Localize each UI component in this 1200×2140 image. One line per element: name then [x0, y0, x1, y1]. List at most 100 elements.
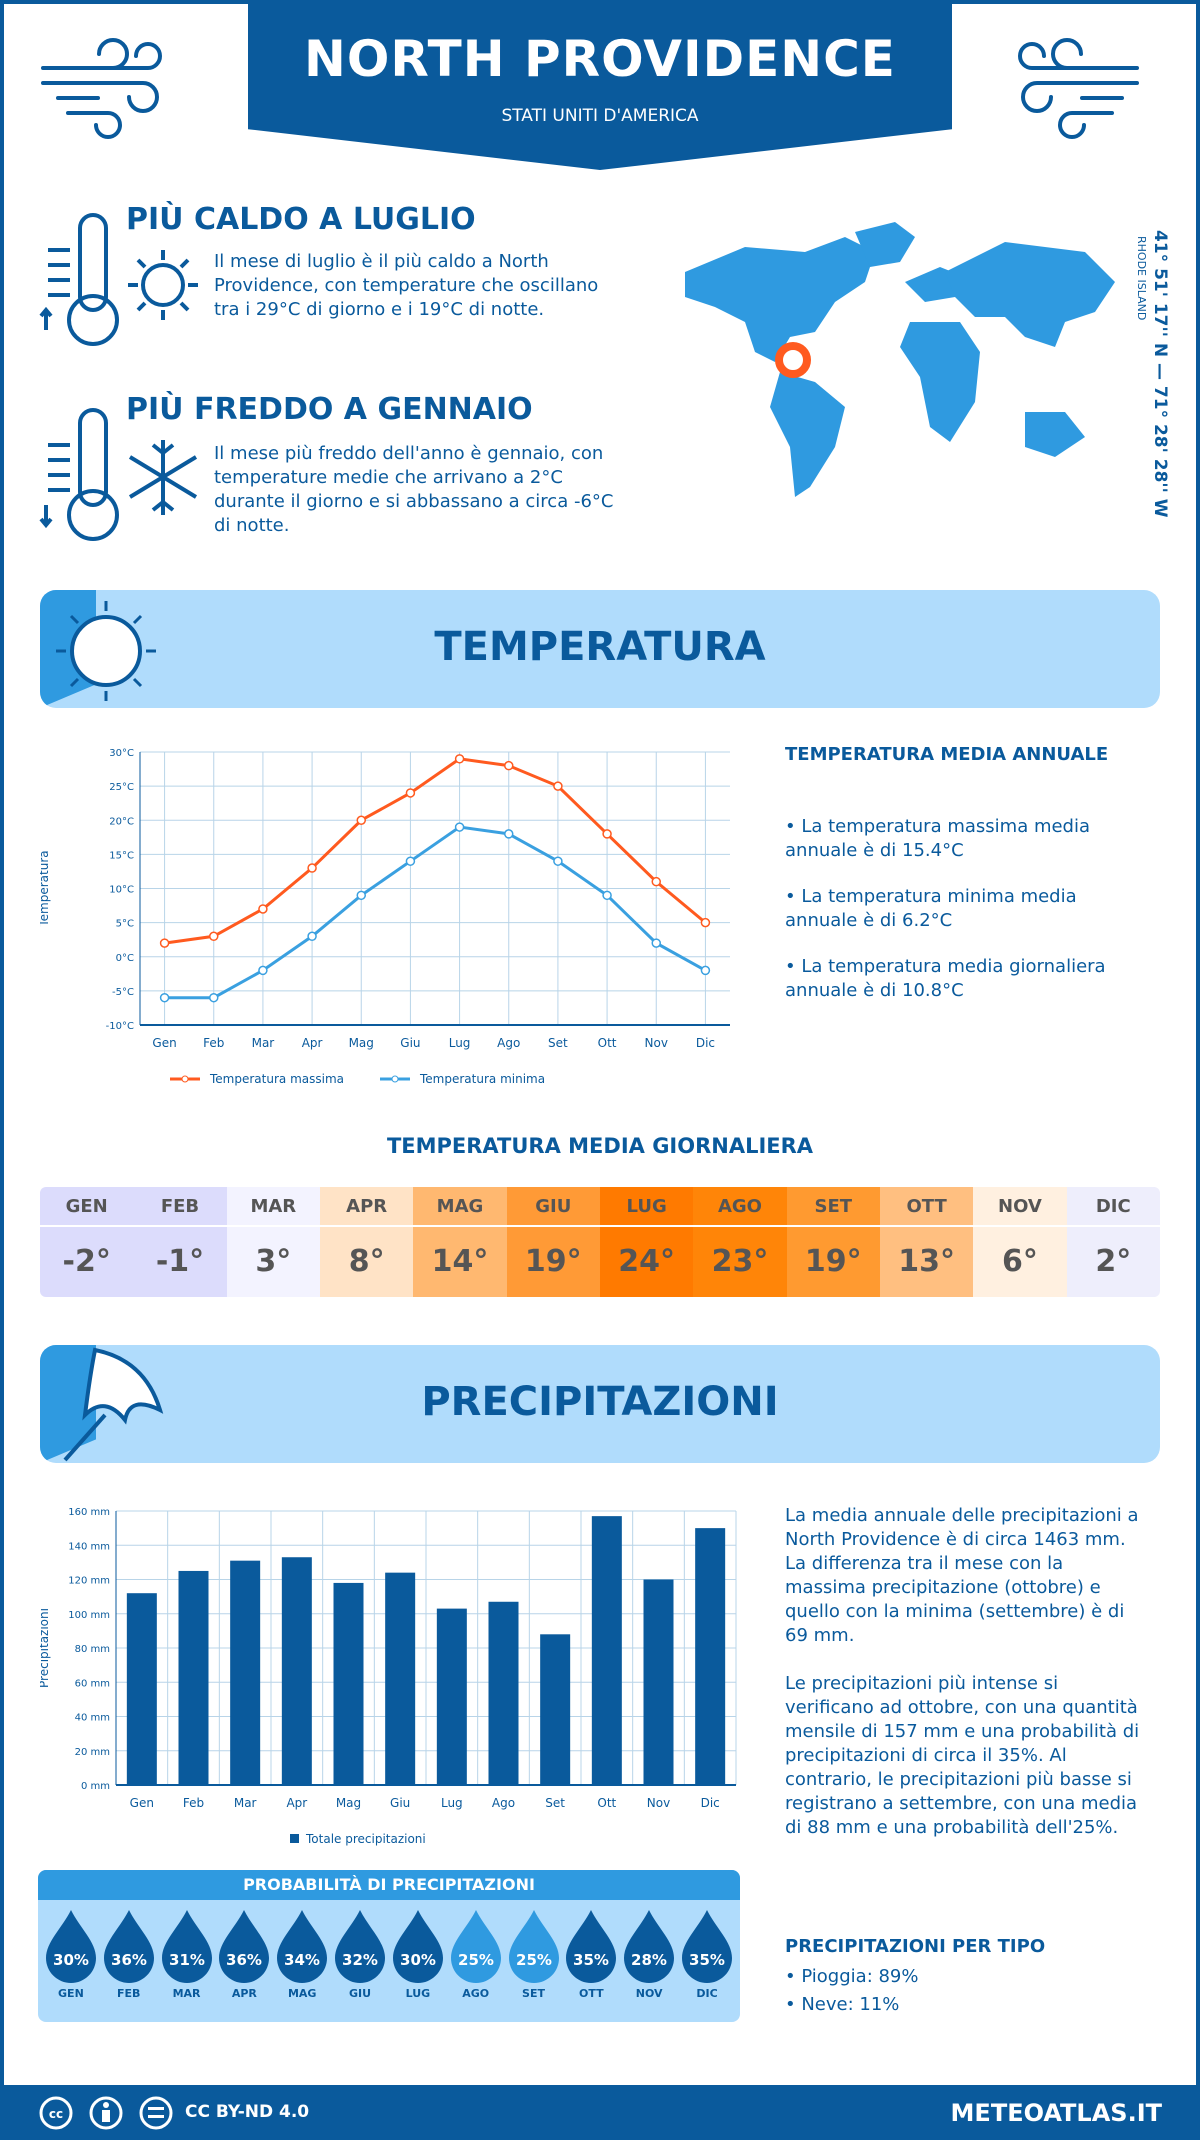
month-label: GIU — [349, 1987, 372, 2000]
coords-text: 41° 51' 17'' N — 71° 28' 28'' W — [1150, 230, 1170, 518]
bar — [591, 1516, 622, 1785]
data-point — [504, 760, 514, 771]
license-text: CC BY-ND 4.0 — [185, 2102, 310, 2122]
world-map — [685, 222, 1115, 497]
bar — [695, 1528, 726, 1785]
data-point — [209, 931, 219, 942]
daily-cell: FEB -1° — [133, 1187, 227, 1297]
month-temp: -2° — [62, 1244, 111, 1279]
y-tick-label: 160 mm — [68, 1507, 110, 1518]
temperature-title: TEMPERATURA — [434, 624, 766, 670]
month-label: APR — [319, 1187, 414, 1227]
daily-cell: GIU 19° — [506, 1187, 600, 1297]
month-label: MAR — [172, 1987, 201, 2000]
month-label: NOV — [635, 1987, 663, 2000]
summary-avg: • La temperatura media giornaliera annua… — [785, 956, 1106, 1001]
month-label: APR — [231, 1987, 257, 2000]
y-axis-label: Precipitazioni — [40, 1608, 51, 1688]
y-tick-label: 25°C — [109, 782, 134, 793]
month-temp: 13° — [898, 1244, 955, 1279]
data-point — [258, 965, 268, 976]
probability-value: 28% — [631, 1951, 667, 1969]
data-point — [307, 931, 317, 942]
temperature-chart: -10°C -5°C 0°C 5°C 10°C 15°C 20°C 25°C 30°C Gen Fe… — [40, 748, 730, 1086]
y-tick-label: 40 mm — [75, 1713, 110, 1724]
x-tick-label: Ott — [597, 1796, 616, 1810]
wind-icon — [1018, 38, 1139, 139]
x-tick-label: Nov — [647, 1796, 670, 1810]
x-tick-label: Set — [545, 1796, 565, 1810]
data-point — [553, 781, 563, 791]
daily-title: TEMPERATURA MEDIA GIORNALIERA — [386, 1134, 814, 1158]
precipitation-summary: La media annuale delle precipitazioni a … — [785, 1504, 1145, 1840]
y-tick-label: 100 mm — [68, 1610, 110, 1621]
month-label: LUG — [405, 1987, 431, 2000]
bar — [178, 1570, 209, 1785]
month-temp: -1° — [155, 1244, 205, 1279]
month-label: MAG — [413, 1187, 507, 1227]
month-label: SET — [522, 1987, 545, 2000]
bar — [540, 1634, 571, 1785]
y-tick-label: 5°C — [116, 919, 134, 930]
y-tick-label: 30°C — [109, 748, 134, 759]
daily-cell: APR 8° — [319, 1187, 414, 1297]
x-tick-label: Feb — [203, 1036, 224, 1050]
x-tick-label: Mag — [349, 1036, 374, 1050]
raindrop-icon: 28% — [624, 1910, 675, 1983]
summary-min: • La temperatura minima media annuale è … — [785, 886, 1077, 931]
thermometer-cold-icon — [39, 408, 198, 541]
precipitation-types: PRECIPITAZIONI PER TIPO • Pioggia: 89% •… — [785, 1936, 1045, 2017]
footer: cc CC BY-ND 4.0 METEOATLAS.IT — [0, 2085, 1200, 2140]
site-link[interactable]: METEOATLAS.IT — [950, 2099, 1162, 2127]
probability-title: PROBABILITÀ DI PRECIPITAZIONI — [38, 1870, 740, 1900]
month-label: GIU — [506, 1187, 600, 1227]
y-tick-label: 20 mm — [75, 1747, 110, 1758]
x-tick-label: Giu — [390, 1796, 410, 1810]
y-tick-label: 140 mm — [68, 1541, 110, 1552]
probability-drop: 25% SET — [507, 1908, 561, 2000]
month-label: AGO — [693, 1187, 787, 1227]
month-label: OTT — [879, 1187, 974, 1227]
cold-text: Il mese più freddo dell'anno è gennaio, … — [214, 443, 614, 536]
month-label: SET — [786, 1187, 880, 1227]
month-label: DIC — [1066, 1187, 1160, 1227]
thermometer-hot-icon — [39, 213, 198, 346]
probability-value: 36% — [226, 1951, 262, 1969]
probability-drop: 25% AGO — [449, 1908, 503, 2000]
svg-text:cc: cc — [49, 2107, 63, 2121]
data-point — [405, 788, 416, 798]
month-temp: 2° — [1095, 1244, 1132, 1279]
month-temp: 19° — [804, 1244, 862, 1279]
raindrop-icon: 31% — [161, 1910, 212, 1983]
data-point — [307, 863, 317, 873]
series-line — [164, 757, 707, 945]
data-point — [553, 856, 563, 866]
month-temp: 6° — [1002, 1244, 1038, 1279]
probability-value: 25% — [458, 1951, 494, 1969]
type-rain: • Pioggia: 89% — [785, 1966, 919, 1987]
country-subtitle: STATI UNITI D'AMERICA — [501, 106, 699, 126]
legend-swatch — [290, 1834, 299, 1843]
month-temp: 23° — [711, 1244, 769, 1279]
month-label: MAR — [226, 1187, 320, 1227]
y-tick-label: 10°C — [109, 885, 134, 896]
type-snow: • Neve: 11% — [785, 1994, 900, 2015]
x-tick-label: Feb — [183, 1796, 204, 1810]
probability-drop: 30% GEN — [44, 1908, 98, 2000]
daily-cell: LUG 24° — [599, 1187, 694, 1297]
bar — [126, 1593, 157, 1785]
bar — [436, 1608, 467, 1785]
precipitation-probability: PROBABILITÀ DI PRECIPITAZIONI 30% GEN 36% F… — [38, 1870, 740, 2022]
umbrella-icon — [63, 1347, 164, 1462]
month-label: OTT — [579, 1987, 604, 2000]
precip-para1: La media annuale delle precipitazioni a … — [785, 1505, 1139, 1646]
data-point — [700, 965, 711, 976]
x-tick-label: Ago — [492, 1796, 515, 1810]
raindrop-icon: 25% — [450, 1910, 501, 1983]
x-tick-label: Gen — [152, 1036, 176, 1050]
bar — [333, 1582, 364, 1785]
data-point — [356, 815, 366, 825]
raindrop-icon: 32% — [335, 1910, 386, 1983]
probability-value: 30% — [53, 1951, 89, 1969]
data-point — [700, 917, 711, 928]
